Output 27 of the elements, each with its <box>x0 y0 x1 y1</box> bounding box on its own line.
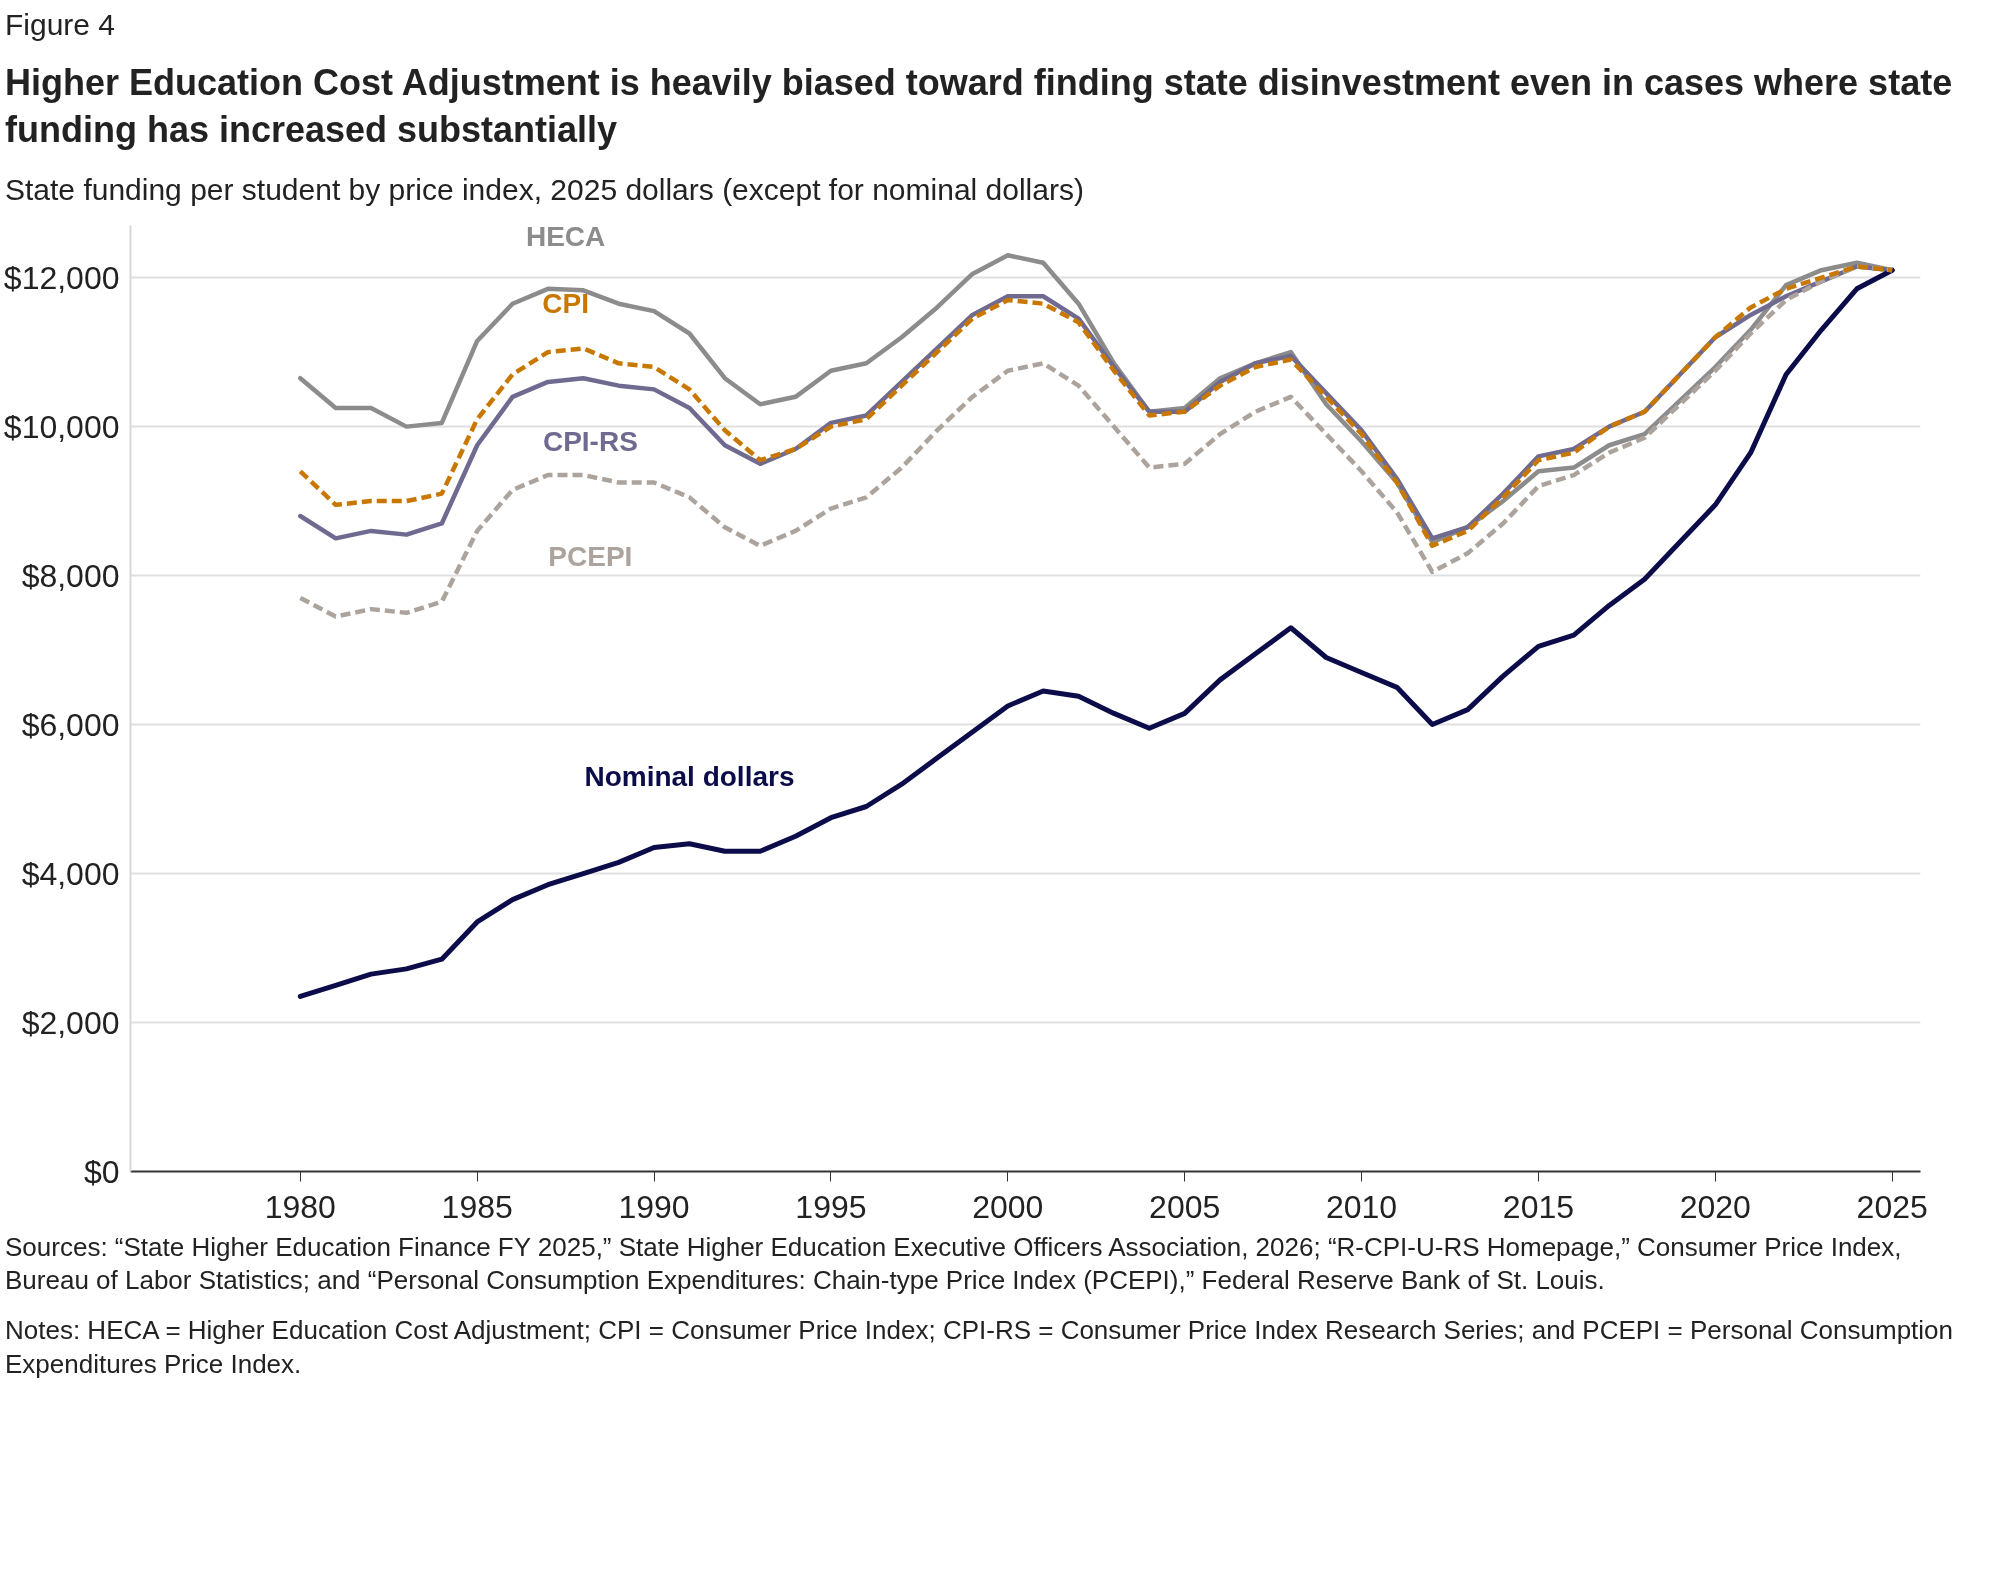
series-label: CPI-RS <box>542 425 638 457</box>
x-tick-label: 1990 <box>618 1188 690 1225</box>
x-tick-label: 2005 <box>1149 1188 1221 1225</box>
chart-subtitle: State funding per student by price index, 2025 dollars (except for nominal dollars) <box>5 171 1084 208</box>
y-tick-label: $2,000 <box>21 1004 120 1041</box>
y-tick-label: $0 <box>83 1153 120 1190</box>
x-tick-label: 2000 <box>972 1188 1044 1225</box>
source-note: Sources: “State Higher Education Finance FY 2025,” State Higher Education Executive Officers Association, 2026; “R-CPI-U-RS Homepage,” Consumer Price Index, Bureau of Labor Statistics; and “Personal Consumption Expenditures: Chain-type Price Index (PCEPI),” Federal Reserve Bank of St. Louis. <box>5 1230 1903 1298</box>
series-label: Nominal dollars <box>584 760 795 792</box>
x-tick-label: 2025 <box>1856 1188 1928 1225</box>
y-tick-label: $6,000 <box>21 706 120 743</box>
x-tick-label: 1985 <box>441 1188 513 1225</box>
y-tick-label: $4,000 <box>21 855 120 892</box>
text: PCEPI <box>548 541 633 573</box>
x-tick-label: 2010 <box>1325 1188 1398 1225</box>
series-label: CPI <box>542 287 589 319</box>
y-tick-label: $12,000 <box>3 259 120 296</box>
y-tick-label: $8,000 <box>21 557 120 594</box>
x-tick-label: 2020 <box>1679 1188 1751 1225</box>
y-tick-label: $10,000 <box>3 408 120 445</box>
x-tick-label: 1980 <box>264 1188 336 1225</box>
x-tick-label: 1995 <box>795 1188 867 1225</box>
chart-title: Higher Education Cost Adjustment is heavily biased toward finding state disinvestment even in cases where state funding has increased substantially <box>5 61 1954 152</box>
caption: Figure 4 <box>5 7 116 43</box>
text: Notes: HECA = Higher Education Cost Adjustment; CPI = Consumer Price Index; CPI-RS = Consumer Price Index Research Series; and PCEPI = Personal Consumption Expenditures Price Index. <box>5 1314 1954 1381</box>
series-label: HECA <box>525 220 606 252</box>
x-tick-label: 2015 <box>1502 1188 1575 1225</box>
